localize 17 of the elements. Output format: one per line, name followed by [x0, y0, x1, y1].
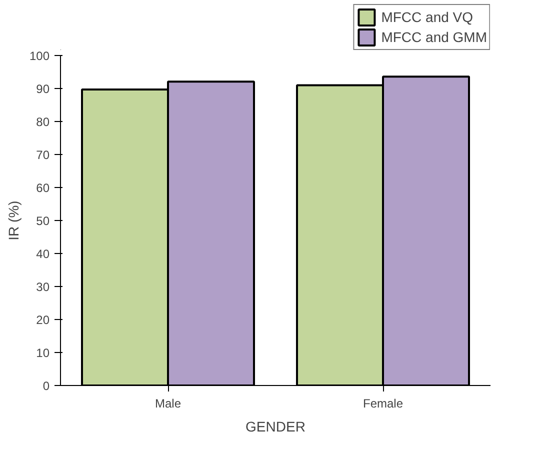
y-tick-label: 20 — [36, 313, 50, 327]
x-axis-title: GENDER — [246, 418, 306, 434]
y-tick-label: 30 — [36, 280, 50, 294]
x-tick-label: Male — [154, 396, 182, 410]
y-tick-label: 70 — [36, 148, 50, 162]
y-tick-label: 10 — [36, 346, 50, 360]
y-tick-label: 80 — [36, 115, 50, 129]
y-tick-label: 100 — [29, 49, 50, 63]
y-tick-label: 50 — [36, 214, 50, 228]
y-tick-label: 90 — [36, 82, 50, 96]
y-tick-label: 60 — [36, 181, 50, 195]
legend-label: MFCC and VQ — [381, 9, 474, 25]
x-tick-label: Female — [362, 396, 404, 410]
y-axis-title: IR (%) — [5, 200, 22, 240]
y-tick-label: 40 — [36, 247, 50, 261]
y-tick-label: 0 — [42, 379, 50, 393]
legend-label: MFCC and GMM — [381, 29, 487, 45]
